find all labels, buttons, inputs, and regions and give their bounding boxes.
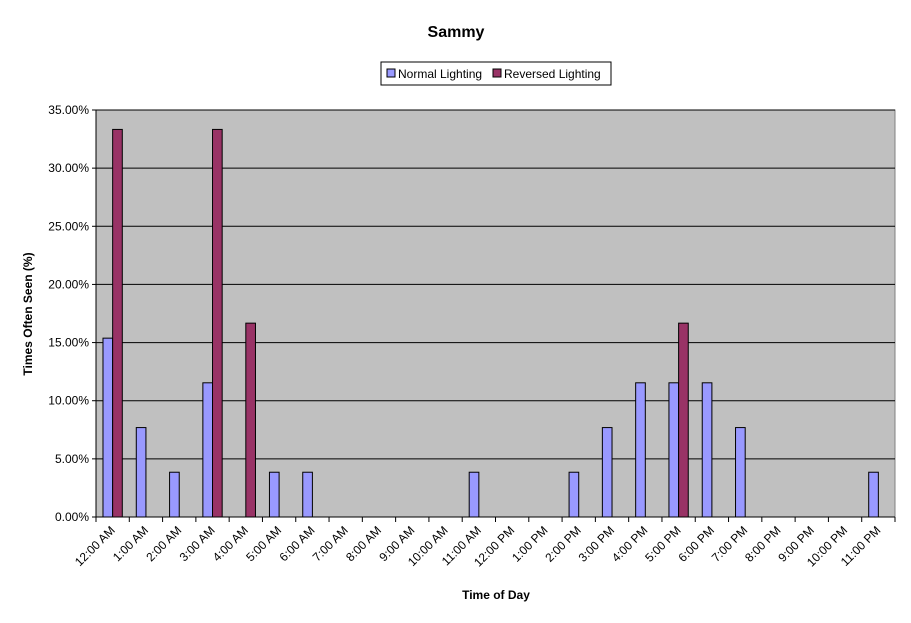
x-tick-label: 2:00 AM [143, 523, 184, 564]
bar [135, 427, 147, 518]
y-tick-label: 10.00% [48, 394, 89, 408]
x-tick-label: 3:00 PM [576, 523, 618, 565]
x-tick-label: 12:00 AM [72, 523, 118, 569]
bar [212, 128, 223, 518]
x-axis-ticks: 12:00 AM1:00 AM2:00 AM3:00 AM4:00 AM5:00… [72, 517, 896, 569]
bar [468, 471, 480, 518]
x-axis-title: Time of Day [462, 588, 530, 602]
y-tick-label: 0.00% [55, 510, 89, 524]
bar [112, 128, 123, 518]
y-tick-label: 15.00% [48, 336, 89, 350]
y-tick-label: 35.00% [48, 103, 89, 117]
y-tick-label: 5.00% [55, 452, 89, 466]
x-tick-label: 1:00 PM [509, 523, 551, 565]
bar [868, 471, 879, 518]
bar [678, 322, 689, 518]
x-tick-label: 4:00 PM [609, 523, 651, 565]
legend-swatch-normal-lighting [386, 68, 396, 78]
y-tick-label: 30.00% [48, 161, 89, 175]
x-tick-label: 7:00 AM [310, 523, 351, 564]
x-tick-label: 7:00 PM [709, 523, 751, 565]
bar [268, 471, 280, 518]
x-tick-label: 8:00 AM [343, 523, 384, 564]
x-tick-label: 4:00 AM [210, 523, 251, 564]
x-tick-label: 6:00 AM [276, 523, 317, 564]
bar [668, 382, 680, 518]
gridlines [96, 109, 895, 460]
bar [169, 471, 180, 518]
x-tick-label: 5:00 AM [243, 523, 284, 564]
bar [245, 322, 256, 518]
legend-swatch-reversed-lighting [492, 68, 502, 78]
x-tick-label: 3:00 AM [177, 523, 218, 564]
x-tick-label: 5:00 PM [642, 523, 684, 565]
legend-label-reversed-lighting: Reversed Lighting [504, 67, 601, 81]
bar [601, 427, 613, 518]
bar [568, 471, 580, 518]
y-tick-label: 20.00% [48, 277, 89, 291]
legend: Normal Lighting Reversed Lighting [380, 61, 612, 86]
y-axis-title: Times Often Seen (%) [21, 252, 35, 375]
x-tick-label: 8:00 PM [742, 523, 784, 565]
bar [635, 382, 646, 518]
x-tick-label: 6:00 PM [676, 523, 718, 565]
x-tick-label: 1:00 AM [110, 523, 151, 564]
chart-title: Sammy [428, 24, 485, 41]
bar [735, 427, 746, 518]
legend-label-normal-lighting: Normal Lighting [398, 67, 482, 81]
y-tick-label: 25.00% [48, 219, 89, 233]
bar [302, 471, 313, 518]
x-tick-label: 2:00 PM [542, 523, 584, 565]
bars [102, 128, 879, 518]
bar [102, 337, 114, 518]
y-axis-ticks: 0.00% 5.00% 10.00% 15.00% 20.00% 25.00% 30.00%… [48, 103, 96, 524]
bar [202, 382, 214, 518]
plot-area [95, 109, 896, 518]
bar [701, 382, 713, 518]
